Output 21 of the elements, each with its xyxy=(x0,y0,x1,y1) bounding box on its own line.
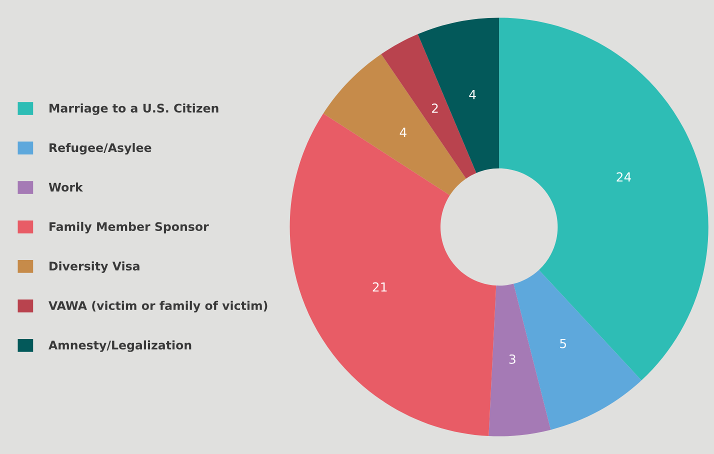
donut-slice xyxy=(499,18,708,380)
legend-label: Refugee/Asylee xyxy=(50,142,152,155)
data-label: 21 xyxy=(372,282,387,292)
legend-label: VAWA (victim or family of victim) xyxy=(48,300,268,312)
data-label: 3 xyxy=(509,354,516,364)
donut-slice xyxy=(418,18,500,173)
data-label: 4 xyxy=(400,128,406,137)
donut-slice xyxy=(381,34,476,179)
data-label: 24 xyxy=(616,172,632,182)
data-label: 5 xyxy=(560,338,566,348)
legend-label: Work xyxy=(48,182,84,192)
donut-slice xyxy=(323,54,466,196)
donut-slice xyxy=(290,113,496,436)
legend-label: Amnesty/Legalization xyxy=(48,340,192,352)
legend-label: Marriage to a U.S. Citizen xyxy=(50,103,218,116)
data-label: 4 xyxy=(469,90,476,100)
donut-slice xyxy=(514,270,642,430)
legend-label: Family Member Sponsor xyxy=(50,222,209,234)
legend-label: Diversity Visa xyxy=(50,261,140,273)
data-label: 2 xyxy=(432,104,438,113)
donut-slice xyxy=(488,284,551,436)
